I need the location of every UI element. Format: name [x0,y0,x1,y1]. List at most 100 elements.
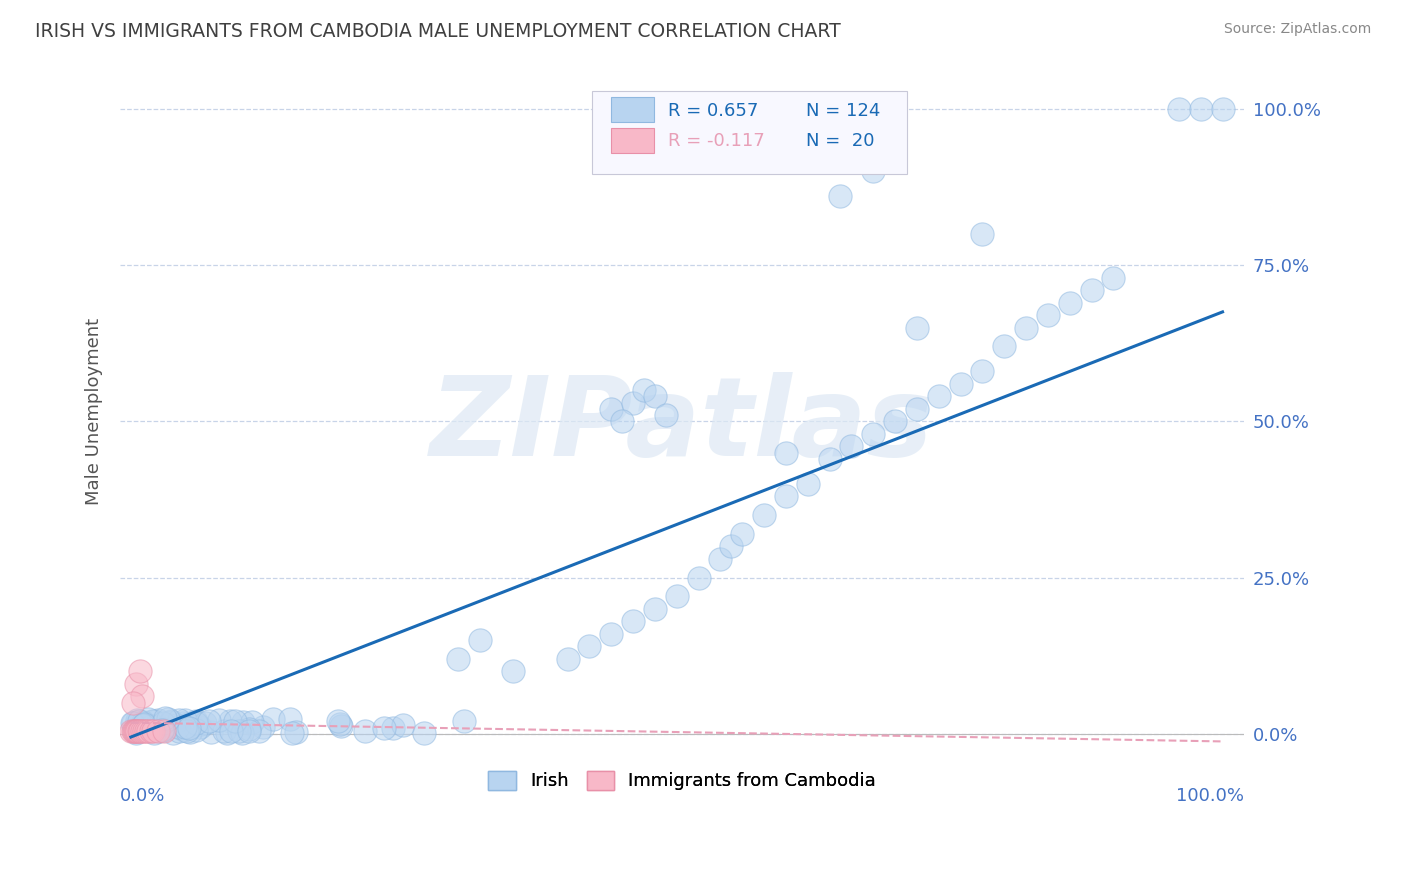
FancyBboxPatch shape [612,128,654,153]
Point [131,723,153,738]
Point [132,723,155,738]
Point [655,408,678,422]
Point [219,723,242,738]
Point [412,726,434,740]
Text: Source: ZipAtlas.com: Source: ZipAtlas.com [1223,22,1371,37]
Point [121,715,143,730]
Point [159,714,181,728]
Point [160,718,183,732]
Point [600,627,623,641]
Point [150,723,173,737]
Point [128,723,150,738]
Point [232,714,254,729]
Point [170,720,193,734]
Point [132,715,155,730]
Point [280,726,302,740]
Point [262,712,284,726]
Point [1080,283,1102,297]
Point [142,714,165,728]
Point [578,640,600,654]
Point [124,723,146,738]
Point [125,677,148,691]
Point [146,723,169,738]
Point [132,718,155,732]
Point [905,401,928,416]
Point [329,717,352,731]
Point [125,713,148,727]
Point [972,364,994,378]
Point [174,720,197,734]
Point [391,718,413,732]
Point [238,722,260,736]
Point [905,320,928,334]
Point [152,715,174,730]
Point [231,726,253,740]
Point [139,723,162,738]
Point [160,714,183,729]
Point [184,716,207,731]
Point [502,665,524,679]
Point [173,723,195,737]
FancyBboxPatch shape [612,97,654,122]
Point [928,389,950,403]
Point [162,725,184,739]
Point [1059,295,1081,310]
Legend: Irish, Immigrants from Cambodia: Irish, Immigrants from Cambodia [481,764,883,797]
Point [128,714,150,728]
Text: R = 0.657: R = 0.657 [668,102,758,120]
Point [1102,270,1125,285]
Point [841,439,863,453]
Point [381,721,404,735]
Point [326,714,349,729]
Point [610,414,633,428]
Point [194,716,217,731]
Point [818,451,841,466]
Point [775,445,797,459]
Point [621,615,644,629]
Point [188,720,211,734]
Point [1212,102,1234,116]
Point [198,714,221,728]
Point [127,723,149,738]
Point [752,508,775,522]
Point [142,723,165,738]
Point [709,552,731,566]
Point [219,714,242,729]
Point [122,716,145,731]
Point [156,712,179,726]
Point [633,383,655,397]
Text: 0.0%: 0.0% [120,787,166,805]
Point [949,376,972,391]
Point [557,652,579,666]
Point [176,724,198,739]
Point [166,718,188,732]
Point [149,722,172,736]
Point [884,414,907,428]
Text: IRISH VS IMMIGRANTS FROM CAMBODIA MALE UNEMPLOYMENT CORRELATION CHART: IRISH VS IMMIGRANTS FROM CAMBODIA MALE U… [35,22,841,41]
Point [176,717,198,731]
Point [1189,102,1212,116]
Point [132,717,155,731]
Point [122,723,145,738]
Point [644,602,666,616]
Point [152,723,174,738]
Y-axis label: Male Unemployment: Male Unemployment [86,318,103,506]
Point [138,723,160,738]
Point [135,723,157,738]
Point [136,712,159,726]
Point [143,725,166,739]
Point [187,718,209,732]
Point [796,476,818,491]
Point [180,716,202,731]
Point [284,725,307,739]
Point [148,713,170,727]
Point [453,714,475,729]
Point [200,725,222,739]
Text: R = -0.117: R = -0.117 [668,132,765,150]
FancyBboxPatch shape [592,91,907,175]
Text: ZIPatlas: ZIPatlas [430,372,934,479]
Point [128,665,150,679]
Point [173,714,195,728]
Point [184,723,207,738]
Point [775,489,797,503]
